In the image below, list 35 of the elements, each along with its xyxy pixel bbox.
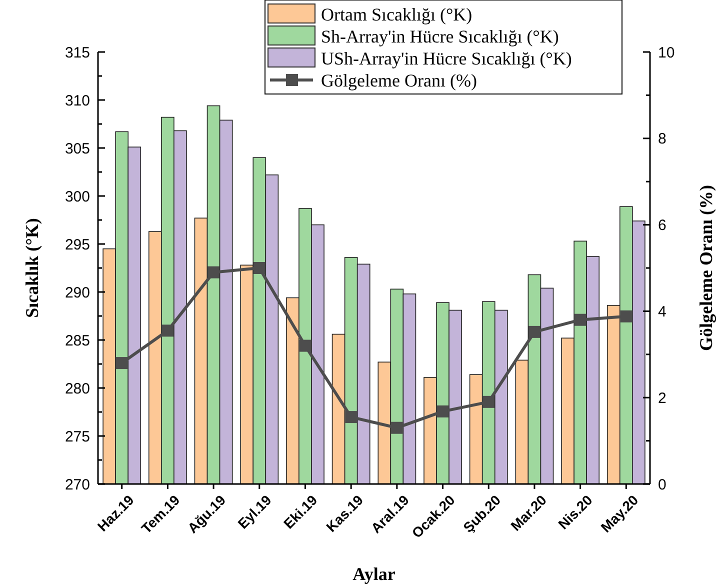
- point: [574, 314, 586, 326]
- legend-label: Sh-Array'in Hücre Sıcaklığı (°K): [321, 26, 559, 46]
- point: [345, 411, 358, 424]
- legend-label: USh-Array'in Hücre Sıcaklığı (°K): [321, 48, 572, 68]
- legend-label: Gölgeleme Oranı (%): [321, 70, 477, 90]
- point: [482, 396, 495, 408]
- y2-axis-title: Gölgeleme Oranı (%): [696, 185, 716, 351]
- point: [390, 422, 403, 434]
- point: [116, 357, 128, 370]
- point: [208, 266, 220, 278]
- y2-tick-label: 8: [658, 130, 666, 148]
- y-tick-label: 295: [64, 236, 90, 254]
- y-tick-label: 290: [64, 284, 90, 302]
- y2-tick-label: 6: [658, 217, 666, 234]
- y-tick-label: 300: [64, 188, 90, 206]
- y-tick-label: 305: [64, 140, 90, 158]
- point: [436, 405, 449, 418]
- y-tick-label: 275: [64, 428, 90, 446]
- point: [528, 326, 540, 338]
- y2-tick-label: 2: [658, 390, 666, 407]
- y-tick-label: 270: [64, 476, 90, 494]
- y-axis-title: Sıcaklık (°K): [22, 218, 42, 318]
- y-tick-label: 285: [64, 332, 90, 350]
- y-tick-label: 280: [64, 380, 90, 398]
- point: [620, 310, 632, 322]
- point: [253, 262, 266, 274]
- x-axis-title: Aylar: [352, 564, 396, 584]
- y2-tick-label: 0: [658, 476, 666, 494]
- legend-label: Ortam Sıcaklığı (°K): [321, 4, 472, 24]
- point: [162, 324, 174, 337]
- point: [299, 340, 312, 352]
- y2-tick-label: 4: [658, 303, 666, 320]
- y2-tick-label: 10: [658, 44, 675, 62]
- y-tick-label: 310: [64, 92, 90, 110]
- y-tick-label: 315: [64, 44, 90, 62]
